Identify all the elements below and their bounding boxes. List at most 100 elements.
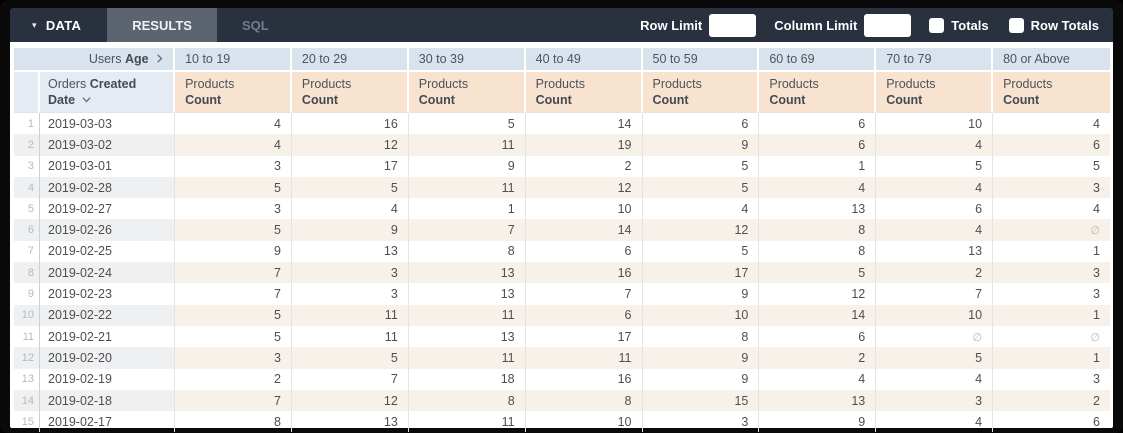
date-cell[interactable]: 2019-02-26 [40, 219, 176, 241]
value-cell[interactable]: 3 [291, 262, 409, 284]
value-cell[interactable]: 5 [876, 347, 994, 369]
value-cell[interactable]: 14 [526, 113, 643, 135]
value-cell[interactable]: 11 [292, 325, 409, 348]
date-cell[interactable]: 2019-02-23 [40, 283, 176, 305]
date-cell[interactable]: 2019-02-19 [40, 368, 176, 390]
value-cell[interactable]: 10 [642, 304, 760, 326]
value-cell[interactable]: 11 [291, 304, 409, 326]
value-cell[interactable]: 5 [175, 325, 292, 348]
value-cell[interactable]: 4 [175, 113, 292, 135]
value-cell[interactable]: 10 [526, 411, 643, 433]
value-cell[interactable]: 4 [876, 219, 994, 241]
value-cell[interactable]: 14 [759, 304, 877, 326]
value-cell[interactable]: 8 [408, 389, 526, 412]
value-cell[interactable]: 7 [175, 389, 292, 412]
value-cell[interactable]: 4 [876, 176, 994, 199]
column-limit-input[interactable] [864, 13, 912, 37]
value-cell[interactable]: 13 [408, 262, 526, 284]
pivot-col-header[interactable]: 40 to 49 [525, 48, 643, 70]
value-cell[interactable]: 2 [993, 389, 1110, 412]
value-cell[interactable]: 15 [642, 389, 760, 412]
value-cell[interactable]: 16 [292, 113, 409, 135]
value-cell[interactable]: 14 [525, 219, 643, 241]
value-cell[interactable]: 9 [409, 155, 526, 177]
value-cell[interactable]: 7 [292, 368, 409, 390]
value-cell[interactable]: 1 [759, 155, 877, 177]
pivot-col-header[interactable]: 30 to 39 [408, 48, 526, 70]
value-cell[interactable]: 5 [643, 240, 760, 263]
value-cell[interactable]: 7 [408, 219, 526, 241]
value-cell[interactable]: 12 [291, 389, 409, 412]
value-cell[interactable]: 11 [525, 347, 643, 369]
value-cell[interactable]: 7 [876, 283, 994, 305]
value-cell[interactable]: 8 [409, 240, 526, 263]
value-cell[interactable]: 5 [175, 176, 292, 199]
row-totals-checkbox[interactable] [1008, 17, 1024, 33]
value-cell[interactable]: 3 [643, 411, 760, 433]
value-cell[interactable]: 5 [1093, 159, 1100, 174]
date-cell[interactable]: 2019-02-17 [40, 411, 176, 433]
value-cell[interactable]: 11 [408, 134, 526, 156]
value-cell[interactable]: 13 [876, 240, 994, 263]
value-cell[interactable]: 5 [291, 176, 409, 199]
value-cell[interactable]: 3 [175, 198, 292, 220]
value-cell[interactable]: 6 [759, 113, 877, 135]
measure-header[interactable]: Products Count [291, 70, 409, 113]
value-cell[interactable]: 1 [1093, 244, 1100, 259]
tab-sql[interactable]: SQL [217, 8, 294, 42]
value-cell[interactable]: 13 [292, 411, 409, 433]
value-cell[interactable]: 5 [291, 347, 409, 369]
value-cell[interactable]: 11 [408, 347, 526, 369]
value-cell[interactable]: 9 [759, 411, 877, 433]
pivot-col-header[interactable]: 70 to 79 [876, 48, 994, 70]
value-cell[interactable]: 17 [526, 325, 643, 348]
value-cell[interactable]: 6 [759, 134, 877, 156]
date-cell[interactable]: 2019-03-03 [40, 113, 176, 135]
pivot-col-header[interactable]: 20 to 29 [291, 48, 409, 70]
value-cell[interactable]: 5 [642, 176, 760, 199]
value-cell[interactable]: 5 [643, 155, 760, 177]
value-cell[interactable]: 4 [1093, 201, 1100, 216]
pivot-col-header[interactable]: 60 to 69 [759, 48, 877, 70]
totals-checkbox[interactable] [929, 17, 945, 33]
value-cell[interactable]: 4 [175, 134, 292, 156]
value-cell[interactable]: 13 [292, 240, 409, 263]
value-cell[interactable]: 7 [175, 262, 292, 284]
date-cell[interactable]: 2019-02-21 [40, 325, 176, 348]
value-cell[interactable]: 4 [1093, 116, 1100, 131]
value-cell[interactable]: 16 [526, 368, 643, 390]
tab-results[interactable]: RESULTS [107, 8, 217, 42]
date-cell[interactable]: 2019-02-25 [40, 240, 176, 263]
measure-header[interactable]: Products Count [642, 70, 760, 113]
value-cell[interactable]: 6 [876, 198, 994, 220]
value-cell[interactable]: 3 [876, 389, 994, 412]
value-cell[interactable]: 12 [291, 134, 409, 156]
value-cell[interactable]: 9 [643, 283, 760, 305]
value-cell[interactable]: 10 [876, 113, 994, 135]
value-cell[interactable]: 13 [409, 325, 526, 348]
value-cell[interactable]: 3 [292, 283, 409, 305]
value-cell[interactable]: 12 [642, 219, 760, 241]
pivot-field-header[interactable]: Users Age [14, 48, 176, 70]
value-cell[interactable]: 6 [525, 304, 643, 326]
tab-data[interactable]: ▾ DATA [10, 8, 107, 42]
value-cell[interactable]: 6 [643, 113, 760, 135]
value-cell[interactable]: 5 [876, 155, 994, 177]
value-cell[interactable]: 9 [643, 368, 760, 390]
value-cell[interactable]: 17 [642, 262, 760, 284]
value-cell[interactable]: 4 [759, 176, 877, 199]
value-cell[interactable]: 3 [175, 347, 292, 369]
value-cell[interactable]: ∅ [993, 326, 1110, 347]
date-cell[interactable]: 2019-02-28 [40, 176, 176, 199]
date-cell[interactable]: 2019-02-27 [40, 198, 176, 220]
measure-header[interactable]: Products Count [175, 70, 292, 113]
value-cell[interactable]: 9 [291, 219, 409, 241]
measure-header[interactable]: Products Count [525, 70, 643, 113]
value-cell[interactable]: ∅ [993, 219, 1110, 241]
date-cell[interactable]: 2019-02-24 [40, 262, 176, 284]
value-cell[interactable]: 9 [175, 240, 292, 263]
value-cell[interactable]: 4 [876, 411, 994, 433]
value-cell[interactable]: 10 [526, 198, 643, 220]
pivot-col-header[interactable]: 80 or Above [993, 48, 1110, 70]
measure-header[interactable]: Products Count [876, 70, 994, 113]
